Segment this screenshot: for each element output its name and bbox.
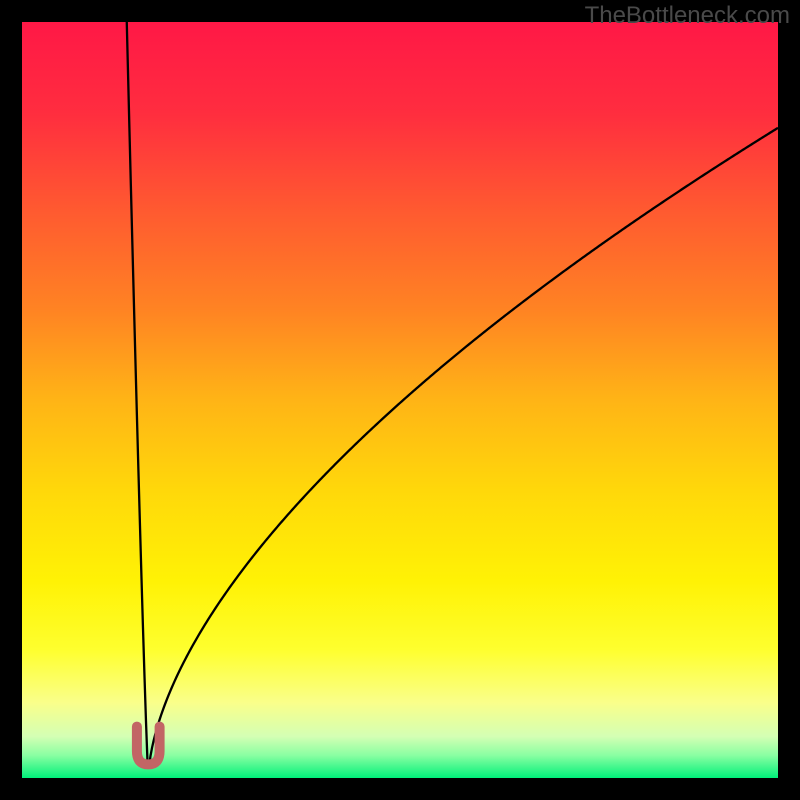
chart-container: TheBottleneck.com (0, 0, 800, 800)
bottleneck-chart (0, 0, 800, 800)
watermark-text: TheBottleneck.com (585, 2, 790, 30)
